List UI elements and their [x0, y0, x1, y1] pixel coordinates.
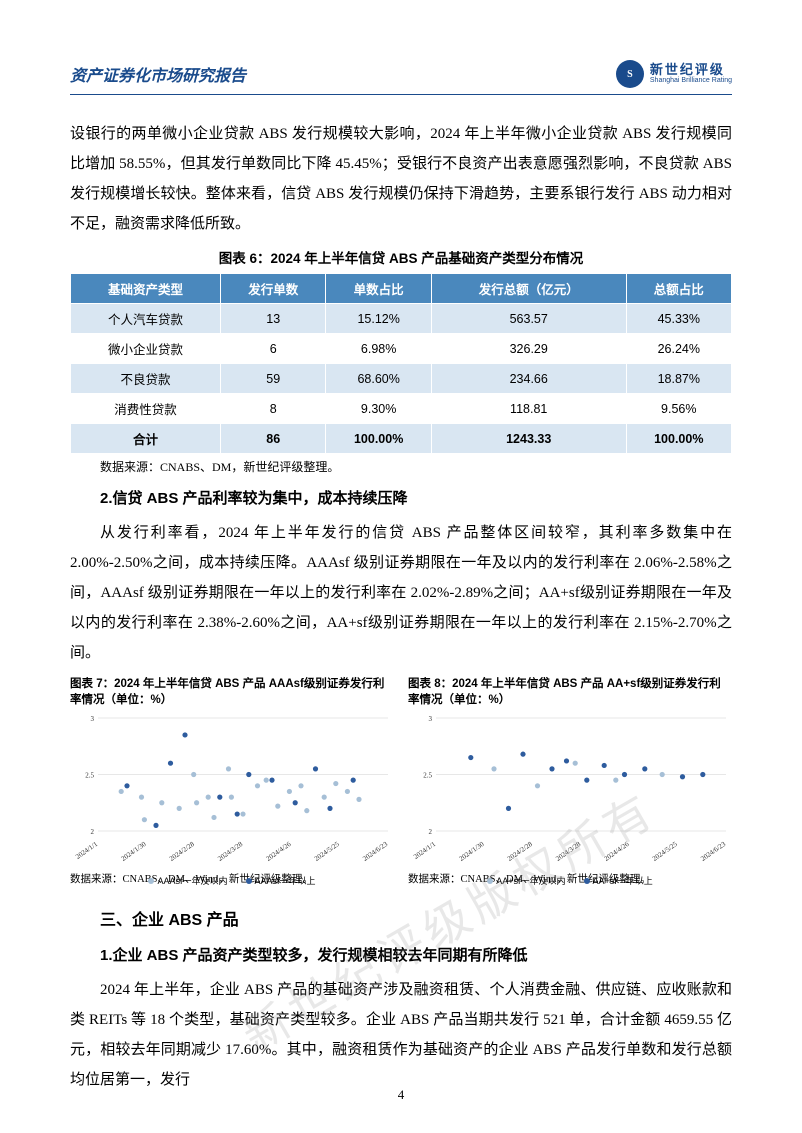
chart7-scatter: 2 2.5 3 2024/1/1 2024/1/30 2024/2/28 2024/3/28… — [70, 712, 394, 867]
chart8-box: 图表 8：2024 年上半年信贷 ABS 产品 AA+sf级别证券发行利率情况（… — [408, 676, 732, 886]
legend-dot-icon — [246, 878, 252, 884]
svg-text:3: 3 — [91, 715, 95, 723]
logo: S 新世纪评级 Shanghai Brilliance Rating — [616, 60, 732, 88]
legend-dot-icon — [148, 878, 154, 884]
table-row: 微小企业贷款66.98%326.2926.24% — [71, 334, 732, 364]
legend-label: AAAsf一年及以内 — [157, 874, 227, 887]
chart-legend: AA+sf一年及以内 AA+sf一年以上 — [408, 874, 732, 887]
table-cell: 消费性贷款 — [71, 394, 221, 424]
th: 发行单数 — [221, 274, 326, 304]
table-cell: 26.24% — [626, 334, 731, 364]
table-cell: 100.00% — [326, 424, 431, 454]
legend-dot-icon — [487, 878, 493, 884]
subsection-3-1: 1.企业 ABS 产品资产类型较多，发行规模相较去年同期有所降低 — [100, 944, 732, 965]
legend-label: AAAsf一年以上 — [255, 874, 316, 887]
table-cell: 326.29 — [431, 334, 626, 364]
chart8-caption: 图表 8：2024 年上半年信贷 ABS 产品 AA+sf级别证券发行利率情况（… — [408, 676, 732, 708]
legend-label: AA+sf一年以上 — [593, 874, 653, 887]
table-cell: 15.12% — [326, 304, 431, 334]
legend-item: AA+sf一年及以内 — [487, 874, 565, 887]
table-cell: 100.00% — [626, 424, 731, 454]
table-cell: 9.56% — [626, 394, 731, 424]
section-3: 三、企业 ABS 产品 — [100, 906, 732, 930]
logo-en: Shanghai Brilliance Rating — [650, 77, 732, 85]
svg-text:2: 2 — [429, 828, 433, 836]
page-number: 4 — [0, 1087, 802, 1103]
th: 发行总额（亿元） — [431, 274, 626, 304]
legend-item: AAAsf一年及以内 — [148, 874, 227, 887]
table-cell: 8 — [221, 394, 326, 424]
table6: 基础资产类型 发行单数 单数占比 发行总额（亿元） 总额占比 个人汽车贷款131… — [70, 273, 732, 454]
svg-text:2024/2/28: 2024/2/28 — [506, 840, 534, 863]
th: 单数占比 — [326, 274, 431, 304]
svg-text:3: 3 — [429, 715, 433, 723]
svg-text:2024/2/28: 2024/2/28 — [168, 840, 196, 863]
logo-badge: S — [616, 60, 644, 88]
svg-text:2: 2 — [91, 828, 95, 836]
chart8-scatter: 2 2.5 3 2024/1/1 2024/1/30 2024/2/28 2024/3/28… — [408, 712, 732, 867]
svg-text:2024/1/1: 2024/1/1 — [412, 840, 437, 861]
table-cell: 68.60% — [326, 364, 431, 394]
table-cell: 微小企业贷款 — [71, 334, 221, 364]
table-cell: 563.57 — [431, 304, 626, 334]
table6-source: 数据来源：CNABS、DM，新世纪评级整理。 — [100, 458, 732, 475]
chart7-caption: 图表 7：2024 年上半年信贷 ABS 产品 AAAsf级别证券发行利率情况（… — [70, 676, 394, 708]
paragraph-3: 2024 年上半年，企业 ABS 产品的基础资产涉及融资租赁、个人消费金融、供应… — [70, 975, 732, 1095]
legend-item: AA+sf一年以上 — [584, 874, 653, 887]
svg-text:2024/4/26: 2024/4/26 — [603, 840, 631, 863]
svg-text:2024/6/23: 2024/6/23 — [699, 840, 727, 863]
table-cell: 18.87% — [626, 364, 731, 394]
logo-cn: 新世纪评级 — [650, 63, 732, 77]
svg-text:2024/3/28: 2024/3/28 — [216, 840, 244, 863]
svg-text:2.5: 2.5 — [423, 772, 432, 780]
svg-text:2024/1/1: 2024/1/1 — [74, 840, 99, 861]
svg-text:2024/1/30: 2024/1/30 — [120, 840, 148, 863]
table-cell: 86 — [221, 424, 326, 454]
logo-text: 新世纪评级 Shanghai Brilliance Rating — [650, 63, 732, 85]
svg-text:2024/4/26: 2024/4/26 — [265, 840, 293, 863]
table-row: 消费性贷款89.30%118.819.56% — [71, 394, 732, 424]
legend-item: AAAsf一年以上 — [246, 874, 316, 887]
table-cell: 合计 — [71, 424, 221, 454]
chart-row: 图表 7：2024 年上半年信贷 ABS 产品 AAAsf级别证券发行利率情况（… — [70, 676, 732, 886]
svg-text:2024/6/23: 2024/6/23 — [361, 840, 389, 863]
table-cell: 13 — [221, 304, 326, 334]
table-cell: 9.30% — [326, 394, 431, 424]
table-cell: 6.98% — [326, 334, 431, 364]
paragraph-1: 设银行的两单微小企业贷款 ABS 发行规模较大影响，2024 年上半年微小企业贷… — [70, 119, 732, 239]
table-row: 合计86100.00%1243.33100.00% — [71, 424, 732, 454]
table-cell: 个人汽车贷款 — [71, 304, 221, 334]
page-header: 资产证券化市场研究报告 S 新世纪评级 Shanghai Brilliance … — [70, 60, 732, 95]
th: 基础资产类型 — [71, 274, 221, 304]
svg-text:2024/5/25: 2024/5/25 — [313, 840, 341, 863]
chart7-box: 图表 7：2024 年上半年信贷 ABS 产品 AAAsf级别证券发行利率情况（… — [70, 676, 394, 886]
svg-text:2024/5/25: 2024/5/25 — [651, 840, 679, 863]
table6-title: 图表 6：2024 年上半年信贷 ABS 产品基础资产类型分布情况 — [70, 247, 732, 267]
table-cell: 59 — [221, 364, 326, 394]
table-cell: 不良贷款 — [71, 364, 221, 394]
legend-dot-icon — [584, 878, 590, 884]
chart-legend: AAAsf一年及以内 AAAsf一年以上 — [70, 874, 394, 887]
table-row: 不良贷款5968.60%234.6618.87% — [71, 364, 732, 394]
svg-text:2024/1/30: 2024/1/30 — [458, 840, 486, 863]
table-cell: 1243.33 — [431, 424, 626, 454]
paragraph-2: 从发行利率看，2024 年上半年发行的信贷 ABS 产品整体区间较窄，其利率多数… — [70, 518, 732, 668]
subsection-2: 2.信贷 ABS 产品利率较为集中，成本持续压降 — [100, 487, 732, 508]
th: 总额占比 — [626, 274, 731, 304]
table-cell: 45.33% — [626, 304, 731, 334]
svg-text:2024/3/28: 2024/3/28 — [554, 840, 582, 863]
document-title: 资产证券化市场研究报告 — [70, 62, 246, 86]
svg-text:2.5: 2.5 — [85, 772, 94, 780]
table-cell: 118.81 — [431, 394, 626, 424]
table-cell: 6 — [221, 334, 326, 364]
table-row: 个人汽车贷款1315.12%563.5745.33% — [71, 304, 732, 334]
table-cell: 234.66 — [431, 364, 626, 394]
legend-label: AA+sf一年及以内 — [496, 874, 565, 887]
